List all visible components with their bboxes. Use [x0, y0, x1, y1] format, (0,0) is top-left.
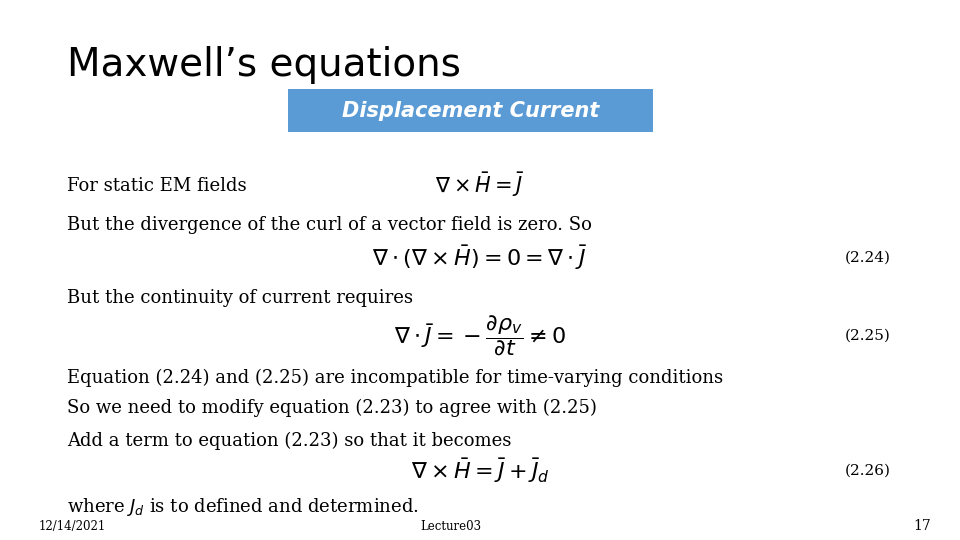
- Text: 17: 17: [914, 519, 931, 534]
- Text: Equation (2.24) and (2.25) are incompatible for time-varying conditions: Equation (2.24) and (2.25) are incompati…: [67, 369, 723, 387]
- Text: But the divergence of the curl of a vector field is zero. So: But the divergence of the curl of a vect…: [67, 216, 592, 234]
- Text: $\nabla \times \bar{H} = \bar{J} + \bar{J}_d$: $\nabla \times \bar{H} = \bar{J} + \bar{…: [411, 457, 549, 485]
- Text: (2.24): (2.24): [845, 251, 891, 265]
- Text: 12/14/2021: 12/14/2021: [38, 520, 106, 533]
- Text: Maxwell’s equations: Maxwell’s equations: [67, 46, 461, 84]
- Text: But the continuity of current requires: But the continuity of current requires: [67, 289, 413, 307]
- Text: where $J_d$ is to defined and determined.: where $J_d$ is to defined and determined…: [67, 496, 419, 517]
- Text: (2.25): (2.25): [845, 329, 891, 343]
- Text: $\nabla \times \bar{H} = \bar{J}$: $\nabla \times \bar{H} = \bar{J}$: [435, 171, 525, 199]
- FancyBboxPatch shape: [288, 89, 653, 132]
- Text: $\nabla \cdot \bar{J} = -\dfrac{\partial \rho_v}{\partial t} \neq 0$: $\nabla \cdot \bar{J} = -\dfrac{\partial…: [394, 314, 566, 358]
- Text: Add a term to equation (2.23) so that it becomes: Add a term to equation (2.23) so that it…: [67, 432, 512, 450]
- Text: Displacement Current: Displacement Current: [342, 100, 599, 121]
- Text: So we need to modify equation (2.23) to agree with (2.25): So we need to modify equation (2.23) to …: [67, 399, 597, 417]
- Text: $\nabla \cdot (\nabla \times \bar{H}) = 0 = \nabla \cdot \bar{J}$: $\nabla \cdot (\nabla \times \bar{H}) = …: [372, 244, 588, 272]
- Text: (2.26): (2.26): [845, 464, 891, 478]
- Text: For static EM fields: For static EM fields: [67, 177, 247, 195]
- Text: Lecture03: Lecture03: [420, 520, 482, 533]
